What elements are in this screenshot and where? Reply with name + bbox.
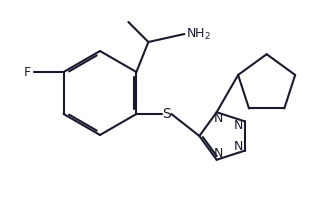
Text: F: F <box>23 66 31 79</box>
Text: N: N <box>214 147 223 160</box>
Text: S: S <box>162 107 171 121</box>
Text: NH$_2$: NH$_2$ <box>186 26 211 42</box>
Text: N: N <box>234 119 244 132</box>
Text: N: N <box>214 112 223 125</box>
Text: N: N <box>234 140 244 153</box>
